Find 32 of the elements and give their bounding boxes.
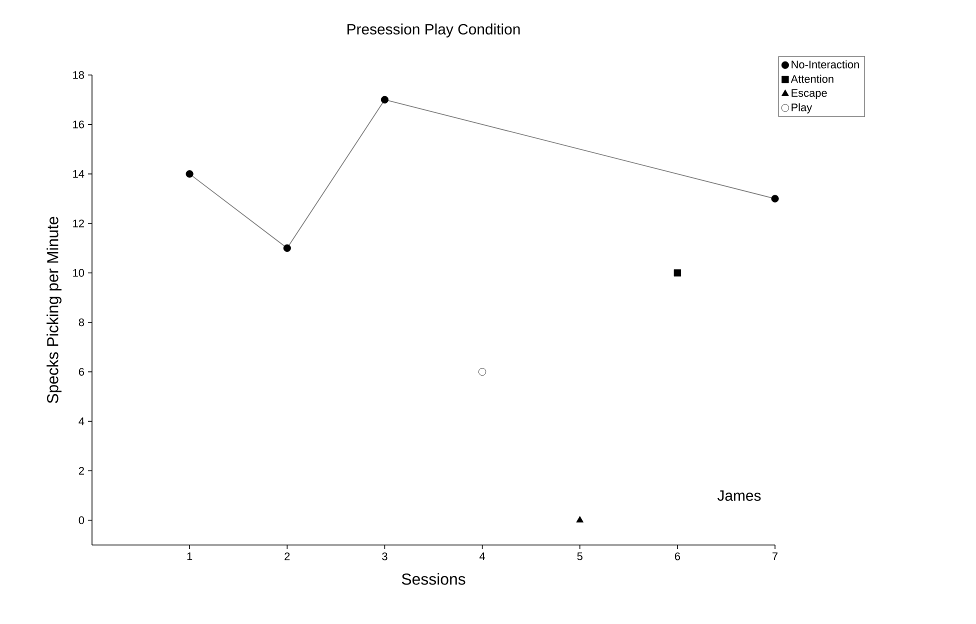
y-tick-label: 16	[73, 120, 84, 128]
point	[576, 516, 584, 522]
y-axis-title: Specks Picking per Minute	[46, 216, 62, 404]
y-tick-label: 8	[78, 318, 84, 326]
point	[186, 170, 194, 178]
y-tick-label: 6	[78, 368, 84, 376]
legend-label: No-Interaction	[792, 60, 859, 68]
legend-label: Attention	[790, 74, 834, 83]
x-tick-label: 1	[187, 552, 192, 560]
y-tick-label: 4	[78, 418, 84, 426]
y-tick-label: 12	[73, 220, 84, 228]
legend-label: Escape	[792, 89, 827, 100]
annotation: James	[717, 490, 761, 501]
point	[478, 368, 486, 376]
x-tick-label: 6	[674, 552, 680, 560]
x-tick-label: 4	[480, 552, 486, 560]
legend-label: Play	[792, 103, 812, 114]
point	[771, 194, 779, 202]
y-tick-label: 14	[73, 170, 84, 178]
x-tick-label: 2	[284, 552, 290, 560]
x-tick-label: 7	[772, 552, 778, 560]
x-tick-label: 3	[382, 552, 388, 560]
y-tick-label: 10	[73, 269, 84, 277]
point	[380, 96, 389, 104]
y-tick-label: 18	[73, 71, 84, 79]
x-tick-label: 5	[577, 552, 582, 560]
chart-title: Presession Play Condition	[348, 24, 520, 38]
point	[283, 244, 291, 252]
y-tick-label: 0	[78, 516, 84, 524]
y-tick-label: 2	[78, 466, 84, 475]
point	[674, 269, 682, 276]
x-axis-title: Sessions	[402, 573, 466, 585]
